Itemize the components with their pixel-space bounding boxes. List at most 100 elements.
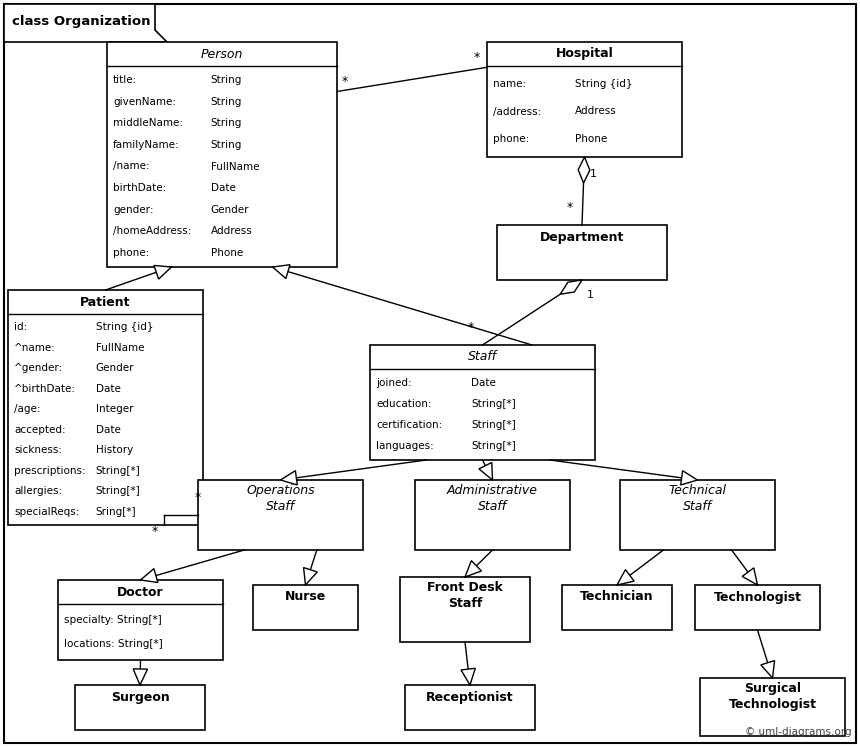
Text: String[*]: String[*] <box>471 441 516 451</box>
Text: familyName:: familyName: <box>113 140 180 150</box>
Text: © uml-diagrams.org: © uml-diagrams.org <box>746 727 852 737</box>
Text: certification:: certification: <box>376 420 442 430</box>
Text: Nurse: Nurse <box>285 590 326 604</box>
Text: ^name:: ^name: <box>14 343 56 353</box>
Text: /homeAddress:: /homeAddress: <box>113 226 192 236</box>
Bar <box>487 42 682 157</box>
Text: *: * <box>474 52 480 64</box>
Text: joined:: joined: <box>376 378 412 388</box>
Polygon shape <box>578 157 590 183</box>
Text: Doctor: Doctor <box>117 586 163 598</box>
Text: gender:: gender: <box>113 205 153 214</box>
Bar <box>700 678 845 736</box>
Text: *: * <box>195 491 201 504</box>
Text: Date: Date <box>95 425 120 435</box>
Text: FullName: FullName <box>95 343 144 353</box>
Polygon shape <box>4 4 167 42</box>
Text: Integer: Integer <box>95 404 133 415</box>
Text: Gender: Gender <box>211 205 249 214</box>
Text: FullName: FullName <box>211 161 259 172</box>
Bar <box>620 480 775 550</box>
Polygon shape <box>742 568 758 585</box>
Polygon shape <box>617 570 634 585</box>
Text: ^birthDate:: ^birthDate: <box>14 384 76 394</box>
Text: Phone: Phone <box>211 248 243 258</box>
Text: Date: Date <box>471 378 496 388</box>
Text: Surgical
Technologist: Surgical Technologist <box>728 682 816 711</box>
Text: specialty: String[*]: specialty: String[*] <box>64 615 162 624</box>
Bar <box>107 42 337 267</box>
Text: String[*]: String[*] <box>95 465 140 476</box>
Text: String {id}: String {id} <box>95 322 153 332</box>
Text: Department: Department <box>540 231 624 244</box>
Polygon shape <box>479 462 493 480</box>
Text: Administrative
Staff: Administrative Staff <box>447 484 538 513</box>
Text: *: * <box>567 201 574 214</box>
Text: Patient: Patient <box>80 296 131 309</box>
Text: Operations
Staff: Operations Staff <box>246 484 315 513</box>
Text: birthDate:: birthDate: <box>113 183 166 193</box>
Text: ^gender:: ^gender: <box>14 363 64 374</box>
Polygon shape <box>680 471 697 485</box>
Text: *: * <box>152 525 158 538</box>
Text: Phone: Phone <box>574 134 607 144</box>
Polygon shape <box>304 568 317 585</box>
Text: String: String <box>211 118 242 128</box>
Text: Staff: Staff <box>468 350 497 364</box>
Polygon shape <box>560 280 582 294</box>
Text: String {id}: String {id} <box>574 79 632 89</box>
Text: Hospital: Hospital <box>556 48 613 61</box>
Text: Date: Date <box>95 384 120 394</box>
Text: class Organization: class Organization <box>12 16 150 28</box>
Text: Surgeon: Surgeon <box>111 690 169 704</box>
Polygon shape <box>273 264 290 279</box>
Bar <box>75 685 205 730</box>
Text: Technical
Staff: Technical Staff <box>668 484 727 513</box>
Polygon shape <box>761 660 775 678</box>
Bar <box>8 290 203 525</box>
Text: Technologist: Technologist <box>714 590 802 604</box>
Bar <box>400 577 530 642</box>
Text: String: String <box>211 75 242 85</box>
Text: locations: String[*]: locations: String[*] <box>64 639 163 649</box>
Bar <box>58 580 223 660</box>
Text: /age:: /age: <box>14 404 40 415</box>
Bar <box>198 480 363 550</box>
Bar <box>497 225 667 280</box>
Text: name:: name: <box>493 79 526 89</box>
Text: Person: Person <box>201 48 243 61</box>
Text: id:: id: <box>14 322 28 332</box>
Polygon shape <box>280 471 298 485</box>
Text: String[*]: String[*] <box>471 399 516 409</box>
Text: History: History <box>95 445 133 455</box>
Text: givenName:: givenName: <box>113 96 176 107</box>
Polygon shape <box>133 669 148 685</box>
Text: String: String <box>211 140 242 150</box>
Text: allergies:: allergies: <box>14 486 62 496</box>
Text: String: String <box>211 96 242 107</box>
Polygon shape <box>140 568 158 583</box>
Bar <box>695 585 820 630</box>
Text: sickness:: sickness: <box>14 445 62 455</box>
Bar <box>253 585 358 630</box>
Text: 1: 1 <box>589 169 597 179</box>
Text: 1: 1 <box>587 290 594 300</box>
Text: Technician: Technician <box>580 590 654 604</box>
Polygon shape <box>465 561 482 577</box>
Text: middleName:: middleName: <box>113 118 183 128</box>
Text: Gender: Gender <box>95 363 134 374</box>
Text: Front Desk
Staff: Front Desk Staff <box>427 581 503 610</box>
Text: /address:: /address: <box>493 107 541 117</box>
Bar <box>370 345 595 460</box>
Text: *: * <box>468 321 474 334</box>
Text: prescriptions:: prescriptions: <box>14 465 86 476</box>
Polygon shape <box>154 265 171 279</box>
Bar <box>405 685 535 730</box>
Text: Date: Date <box>211 183 236 193</box>
Text: Receptionist: Receptionist <box>427 690 513 704</box>
Bar <box>562 585 672 630</box>
Text: phone:: phone: <box>493 134 529 144</box>
Text: String[*]: String[*] <box>471 420 516 430</box>
Text: title:: title: <box>113 75 138 85</box>
Text: Sring[*]: Sring[*] <box>95 506 137 517</box>
